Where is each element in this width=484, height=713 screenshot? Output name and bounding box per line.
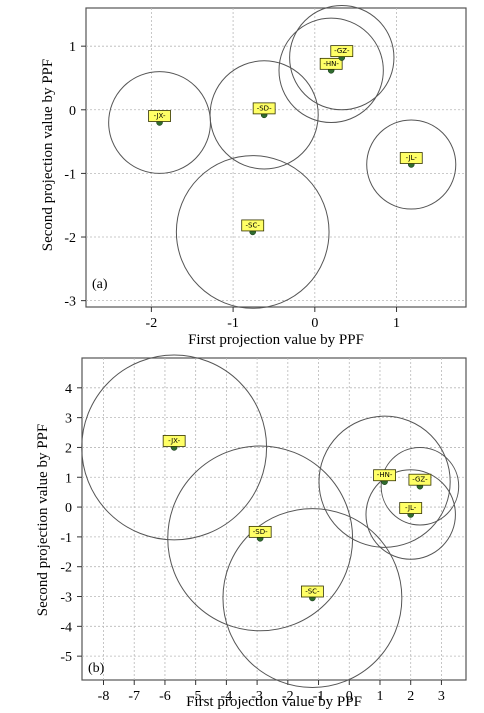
panel-b-confidence-circles bbox=[81, 354, 460, 688]
panel-b-x-tick-label: 2 bbox=[407, 689, 414, 704]
panel-a-x-axis-title: First projection value by PPF bbox=[188, 332, 364, 348]
panel-b-y-tick-label: 2 bbox=[65, 441, 72, 456]
panel-a-y-tick-label: -2 bbox=[64, 231, 76, 246]
panel-b-point-label-box-hn bbox=[373, 469, 396, 482]
panel-a-point-label-jl: -JL- bbox=[406, 154, 418, 162]
panel-b-x-tick-label: -5 bbox=[190, 689, 202, 704]
panel-a-points: -JX- -SD- -HN- -GZ- -JL- -SC- bbox=[148, 45, 423, 236]
panel-b-x-tick-label: -7 bbox=[128, 689, 140, 704]
panel-a-point-label-box-sc bbox=[241, 219, 265, 232]
panel-a-x-tick-label: 0 bbox=[311, 316, 318, 331]
panel-b-circle-sc bbox=[222, 508, 403, 688]
panel-b-point-label-hn: -HN- bbox=[377, 471, 393, 479]
panel-a-chart: -2 -1 0 1-3-2-101 -JX--SD--HN--GZ--JL--SC- … bbox=[40, 4, 467, 348]
panel-b-point-label-box-gz bbox=[408, 473, 432, 486]
panel-a-circle-sc bbox=[175, 155, 330, 309]
panel-b-x-tick-label: 3 bbox=[438, 689, 445, 704]
panel-a-point-label-jx: -JX- bbox=[154, 112, 166, 120]
panel-a-y-tick-label: 0 bbox=[69, 104, 76, 119]
panel-b-point-label-sd: -SD- bbox=[253, 528, 268, 536]
panel-b-points: -JX- -SD- -SC- -HN- -GZ- -JL- bbox=[162, 435, 432, 602]
panel-a-circle-gz bbox=[289, 4, 395, 111]
panel-a-point-label-sd: -SD- bbox=[257, 104, 272, 112]
panel-a-point-label-box-sd bbox=[252, 102, 276, 115]
panel-b-circle-hn bbox=[318, 415, 451, 548]
panel-b-y-tick-label: -3 bbox=[60, 591, 72, 606]
panel-b-y-tick-label: -1 bbox=[60, 531, 72, 546]
panel-b-y-tick-label: 4 bbox=[65, 382, 72, 397]
panel-b-x-tick-label: -3 bbox=[251, 689, 263, 704]
panel-b-x-tick-label: -4 bbox=[221, 689, 233, 704]
panel-a-point-label-box-gz bbox=[330, 45, 354, 58]
panel-b-point-label-box-sd bbox=[248, 525, 272, 538]
panel-b-y-tick-label: 0 bbox=[65, 501, 72, 516]
panel-a-x-tick-label: -2 bbox=[146, 316, 158, 331]
panel-a-circle-hn bbox=[278, 17, 384, 124]
panel-b-x-tick-label: -6 bbox=[159, 689, 171, 704]
panel-b-x-tick-label: 0 bbox=[346, 689, 353, 704]
panel-a-point-label-box-hn bbox=[319, 57, 343, 70]
panel-b-plot-frame bbox=[81, 357, 467, 681]
panel-b-label: (b) bbox=[88, 661, 105, 676]
panel-a-circle-jl bbox=[366, 119, 457, 210]
panel-b-point-label-gz: -GZ- bbox=[412, 476, 428, 484]
panel-b-point-label-jx: -JX- bbox=[168, 437, 180, 445]
panel-a-confidence-circles bbox=[108, 4, 457, 309]
panel-a-x-tick-label: -1 bbox=[227, 316, 239, 331]
panel-b-y-tick-label: -5 bbox=[60, 650, 72, 665]
panel-b-circle-gz bbox=[380, 446, 460, 526]
panel-b-point-label-box-jl bbox=[399, 502, 423, 514]
panel-b-y-tick-label: 1 bbox=[65, 471, 72, 486]
panel-b-point-label-box-sc bbox=[300, 585, 324, 598]
panel-a-y-tick-label: 1 bbox=[69, 40, 76, 55]
panel-a-x-tick-label: 1 bbox=[393, 316, 400, 331]
panel-b-grid bbox=[82, 358, 466, 680]
panel-a-ticks: -2 -1 0 1 -3 -2 -1 0 1 bbox=[64, 40, 400, 331]
panel-b-y-axis-title: Second projection value by PPF bbox=[35, 424, 51, 616]
panel-b-x-tick-label: -2 bbox=[282, 689, 294, 704]
panel-b-point-label-box-jx bbox=[162, 435, 186, 447]
panel-b-circle-jx bbox=[81, 354, 268, 541]
panel-a-circle-sd bbox=[209, 60, 319, 170]
panel-b-x-tick-label: -8 bbox=[98, 689, 110, 704]
panel-a-y-axis-title: Second projection value by PPF bbox=[40, 59, 56, 251]
panel-b-y-tick-label: -4 bbox=[60, 620, 72, 635]
panel-b-circle-jl bbox=[365, 469, 456, 560]
panel-b-circle-sd bbox=[167, 445, 354, 632]
panel-a-label: (a) bbox=[92, 277, 108, 292]
panel-a-point-label-box-jx bbox=[148, 110, 171, 122]
panel-b-x-tick-label: 1 bbox=[376, 689, 383, 704]
panel-a-point-label-box-jl bbox=[399, 152, 423, 164]
panel-a-y-tick-label: -3 bbox=[64, 295, 76, 310]
panel-b-x-axis-title: First projection value by PPF bbox=[186, 694, 362, 710]
panel-b-chart: -8 -7 -6 -5 -4 -3 -2 -1 0 1 2 3 -5 -4 -3 -2 -1 0 1 2 3 4 -JX-… bbox=[35, 354, 467, 710]
panel-a-point-label-gz: -GZ- bbox=[334, 47, 350, 55]
panel-a-grid bbox=[86, 8, 466, 307]
panel-a-point-label-sc: -SC- bbox=[246, 221, 261, 229]
panel-b-point-label-jl: -JL- bbox=[405, 504, 417, 512]
panel-a-point-label-hn: -HN- bbox=[323, 60, 339, 68]
panel-b-point-label-sc: -SC- bbox=[305, 588, 320, 596]
panel-b-y-tick-label: -2 bbox=[60, 561, 72, 576]
panel-b-x-tick-label: -1 bbox=[313, 689, 325, 704]
panel-b-ticks: -8 -7 -6 -5 -4 -3 -2 -1 0 1 2 3 -5 -4 -3 -2 -1 0 1 2 3 4 bbox=[60, 382, 445, 704]
panel-a-y-tick-label: -1 bbox=[64, 167, 76, 182]
panel-b-y-tick-label: 3 bbox=[65, 412, 72, 427]
